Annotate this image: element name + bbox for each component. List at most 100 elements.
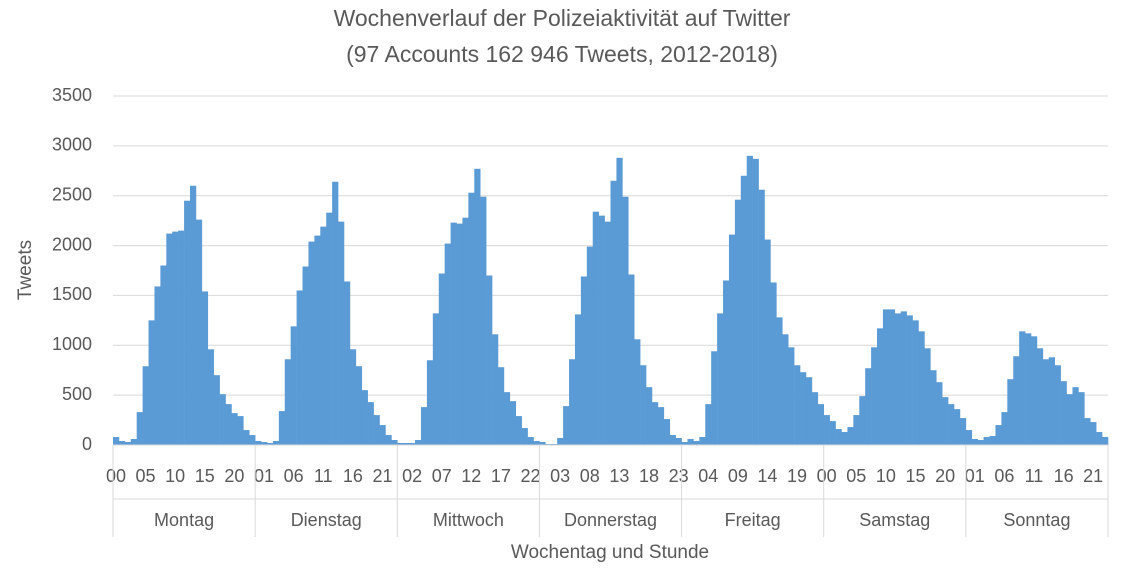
y-tick-label: 2000 — [52, 234, 92, 254]
x-tick-label: 20 — [224, 466, 244, 486]
bar — [527, 437, 534, 445]
bar — [918, 331, 925, 445]
bar — [189, 185, 197, 445]
bar — [574, 314, 582, 445]
bar — [432, 313, 440, 445]
bar — [261, 442, 268, 445]
x-tick-label: 16 — [343, 466, 363, 486]
x-tick-label: 21 — [1083, 466, 1103, 486]
bar — [906, 315, 913, 445]
bar — [1007, 379, 1014, 445]
bar — [663, 419, 671, 445]
x-tick-label: 11 — [314, 466, 333, 486]
x-tick-label: 11 — [1025, 466, 1044, 486]
bar — [995, 425, 1002, 445]
x-tick-label: 01 — [965, 466, 985, 486]
x-tick-label: 05 — [136, 466, 156, 486]
bar — [912, 320, 919, 445]
bar — [811, 392, 819, 445]
bar — [1054, 365, 1061, 445]
bar — [948, 404, 955, 445]
bar — [184, 200, 191, 445]
x-tick-label: 13 — [609, 466, 629, 486]
bar — [320, 226, 327, 445]
group-label: Freitag — [725, 510, 781, 530]
y-tick-label: 0 — [82, 434, 92, 454]
bar — [290, 326, 297, 445]
bar — [894, 313, 902, 445]
bar — [355, 366, 363, 445]
bar — [717, 313, 724, 445]
bar — [450, 222, 457, 445]
bar — [841, 432, 848, 445]
bar — [882, 309, 890, 445]
bar — [373, 415, 380, 445]
bar — [610, 180, 617, 445]
bar — [379, 425, 386, 445]
x-tick-label: 00 — [817, 466, 837, 486]
bar — [284, 359, 291, 445]
bar — [871, 347, 878, 445]
bar — [486, 275, 493, 445]
bar — [592, 211, 599, 445]
y-tick-label: 500 — [62, 384, 92, 404]
bar — [385, 435, 392, 445]
bar — [213, 375, 220, 445]
x-tick-label: 17 — [491, 466, 511, 486]
group-label: Donnerstag — [564, 510, 657, 530]
bar — [563, 406, 570, 445]
bar — [788, 347, 795, 445]
bar — [343, 281, 351, 445]
x-tick-label: 14 — [757, 466, 777, 486]
bar — [989, 436, 996, 445]
bar — [195, 219, 203, 445]
bar — [302, 266, 309, 445]
x-tick-label: 16 — [1054, 466, 1074, 486]
x-tick-label: 12 — [461, 466, 481, 486]
bar — [1042, 359, 1050, 445]
bar — [326, 212, 333, 445]
bar — [225, 404, 232, 445]
bar — [930, 370, 937, 445]
bar — [438, 273, 445, 445]
bar — [681, 442, 688, 445]
bar — [776, 317, 783, 445]
bar — [628, 274, 635, 445]
bar — [758, 189, 765, 445]
bar — [1025, 333, 1032, 445]
bar — [646, 387, 653, 445]
bar — [983, 437, 990, 445]
bar — [687, 439, 694, 445]
group-label: Dienstag — [291, 510, 362, 530]
bar — [474, 168, 481, 445]
bar — [515, 416, 522, 445]
bar — [1078, 392, 1085, 445]
bar — [172, 231, 179, 445]
x-tick-label: 05 — [846, 466, 866, 486]
bar — [829, 421, 836, 445]
bar — [266, 443, 274, 445]
x-tick-label: 21 — [372, 466, 392, 486]
bar — [397, 443, 404, 445]
bar — [699, 437, 706, 445]
group-label: Montag — [154, 510, 214, 530]
bar — [657, 407, 665, 445]
x-tick-label: 07 — [432, 466, 452, 486]
bar — [865, 368, 872, 445]
bar — [1036, 348, 1044, 445]
bar — [853, 415, 860, 445]
bar — [113, 437, 120, 445]
bar — [1102, 437, 1109, 445]
x-tick-label: 15 — [905, 466, 925, 486]
bar — [237, 416, 244, 445]
bar — [166, 233, 173, 445]
x-tick-label: 09 — [728, 466, 748, 486]
x-tick-label: 01 — [254, 466, 274, 486]
bar — [231, 413, 238, 445]
x-tick-label: 10 — [165, 466, 185, 486]
bar — [415, 440, 422, 445]
bar — [634, 339, 641, 445]
bar — [130, 439, 137, 445]
bar — [942, 397, 949, 445]
